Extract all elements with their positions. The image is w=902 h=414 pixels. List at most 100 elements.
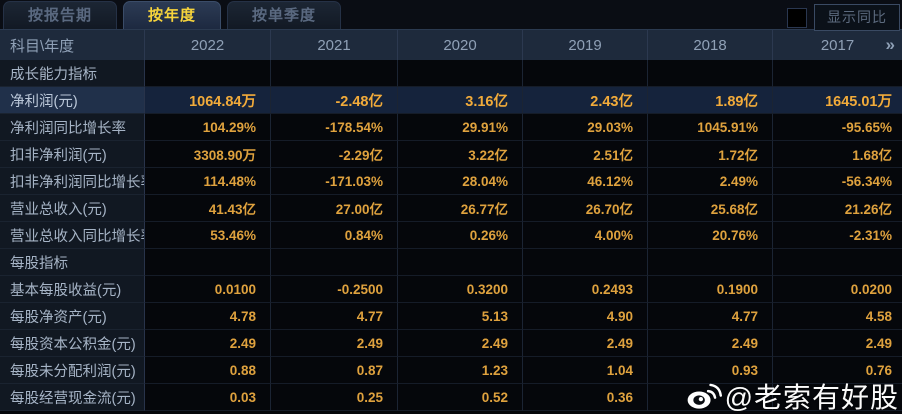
cell-2019: 46.12% [523,168,648,195]
cell-2017: 4.58 [773,303,902,330]
cell-2021: -0.2500 [271,276,398,303]
cell-2018: 20.76% [648,222,773,249]
row-label: 营业总收入同比增长率 [0,222,145,249]
cell-2019: 2.49 [523,330,648,357]
show-yoy-checkbox[interactable] [787,7,807,28]
tab-by-single-quarter[interactable]: 按单季度 [227,1,342,29]
cell-2020: 5.13 [398,303,523,330]
cell-2019: 2.43亿 [523,87,648,114]
cell-2022: 0.88 [145,357,271,384]
cell-2021: 2.49 [271,330,398,357]
table-row-total-revenue[interactable]: 营业总收入(元) 41.43亿 27.00亿 26.77亿 26.70亿 25.… [0,195,902,222]
corner-header: 科目\年度 [0,30,145,60]
section-row-per-share: 每股指标 [0,249,902,276]
cell-2020: 0.52 [398,384,523,411]
cell-2019: 1.04 [523,357,648,384]
cell-2021: 4.77 [271,303,398,330]
row-label: 营业总收入(元) [0,195,145,222]
table-row-deducted-net-profit[interactable]: 扣非净利润(元) 3308.90万 -2.29亿 3.22亿 2.51亿 1.7… [0,141,902,168]
cell-2021: -2.48亿 [271,87,398,114]
cell-2022: 0.03 [145,384,271,411]
cell-2022: 1064.84万 [145,87,271,114]
cell-2019: 29.03% [523,114,648,141]
cell-2021: -178.54% [271,114,398,141]
cell-2021: 0.87 [271,357,398,384]
cell [523,60,648,87]
year-header-2021: 2021 [271,30,398,60]
table-row-net-profit-yoy[interactable]: 净利润同比增长率 104.29% -178.54% 29.91% 29.03% … [0,114,902,141]
cell [523,249,648,276]
row-label: 基本每股收益(元) [0,276,145,303]
cell-2020: 29.91% [398,114,523,141]
cell [648,249,773,276]
cell-2018 [648,384,773,411]
cell-2018: 0.1900 [648,276,773,303]
more-years-chevron-icon[interactable]: » [885,35,895,54]
section-row-growth: 成长能力指标 [0,60,902,87]
cell-2019: 26.70亿 [523,195,648,222]
year-header-2018: 2018 [648,30,773,60]
period-tabbar: 按报告期 按年度 按单季度 显示同比 [0,0,902,31]
cell [773,60,902,87]
cell [271,249,398,276]
table-row-deducted-net-profit-yoy[interactable]: 扣非净利润同比增长率 114.48% -171.03% 28.04% 46.12… [0,168,902,195]
section-label: 成长能力指标 [0,60,145,87]
table-row-net-profit[interactable]: 净利润(元) 1064.84万 -2.48亿 3.16亿 2.43亿 1.89亿… [0,87,902,114]
table-row-total-revenue-yoy[interactable]: 营业总收入同比增长率 53.46% 0.84% 0.26% 4.00% 20.7… [0,222,902,249]
tab-by-report-period[interactable]: 按报告期 [3,1,118,29]
cell-2018: 0.93 [648,357,773,384]
row-label: 每股净资产(元) [0,303,145,330]
cell-2019: 4.90 [523,303,648,330]
table-header-row: 科目\年度 2022 2021 2020 2019 2018 2017 » [0,30,902,60]
cell-2018: 1.72亿 [648,141,773,168]
row-label: 净利润(元) [0,87,145,114]
cell-2021: 27.00亿 [271,195,398,222]
cell-2021: -171.03% [271,168,398,195]
cell-2018: 25.68亿 [648,195,773,222]
cell-2017: 21.26亿 [773,195,902,222]
cell-2018: 1045.91% [648,114,773,141]
row-label: 每股未分配利润(元) [0,357,145,384]
year-header-2020: 2020 [398,30,523,60]
year-header-2017-label: 2017 [820,36,855,54]
cell-2022: 4.78 [145,303,271,330]
cell-2019: 0.2493 [523,276,648,303]
cell-2020: 1.23 [398,357,523,384]
table-row-operating-cashflow-per-share[interactable]: 每股经营现金流(元) 0.03 0.25 0.52 0.36 [0,384,902,411]
table-row-undistributed-profit-per-share[interactable]: 每股未分配利润(元) 0.88 0.87 1.23 1.04 0.93 0.76 [0,357,902,384]
table-row-net-assets-per-share[interactable]: 每股净资产(元) 4.78 4.77 5.13 4.90 4.77 4.58 [0,303,902,330]
cell-2018: 1.89亿 [648,87,773,114]
cell-2017: 2.49 [773,330,902,357]
cell-2017: -56.34% [773,168,902,195]
table-row-basic-eps[interactable]: 基本每股收益(元) 0.0100 -0.2500 0.3200 0.2493 0… [0,276,902,303]
cell-2020: 3.16亿 [398,87,523,114]
tab-by-year[interactable]: 按年度 [123,1,222,29]
cell-2022: 0.0100 [145,276,271,303]
cell-2021: 0.25 [271,384,398,411]
cell-2017: 0.76 [773,357,902,384]
year-header-2017: 2017 » [773,30,902,60]
row-label: 每股资本公积金(元) [0,330,145,357]
cell-2020: 0.3200 [398,276,523,303]
cell-2022: 41.43亿 [145,195,271,222]
cell [145,60,271,87]
cell-2020: 0.26% [398,222,523,249]
cell-2020: 3.22亿 [398,141,523,168]
cell [648,60,773,87]
cell-2017: 1.68亿 [773,141,902,168]
row-label: 净利润同比增长率 [0,114,145,141]
show-yoy-label[interactable]: 显示同比 [814,4,900,31]
cell-2019: 2.51亿 [523,141,648,168]
table-row-capital-reserve-per-share[interactable]: 每股资本公积金(元) 2.49 2.49 2.49 2.49 2.49 2.49 [0,330,902,357]
cell [398,249,523,276]
cell-2022: 3308.90万 [145,141,271,168]
row-label: 扣非净利润(元) [0,141,145,168]
cell-2020: 2.49 [398,330,523,357]
cell-2018: 2.49 [648,330,773,357]
cell-2017: 0.0200 [773,276,902,303]
cell [398,60,523,87]
cell [773,249,902,276]
cell-2021: -2.29亿 [271,141,398,168]
cell-2017: -2.31% [773,222,902,249]
